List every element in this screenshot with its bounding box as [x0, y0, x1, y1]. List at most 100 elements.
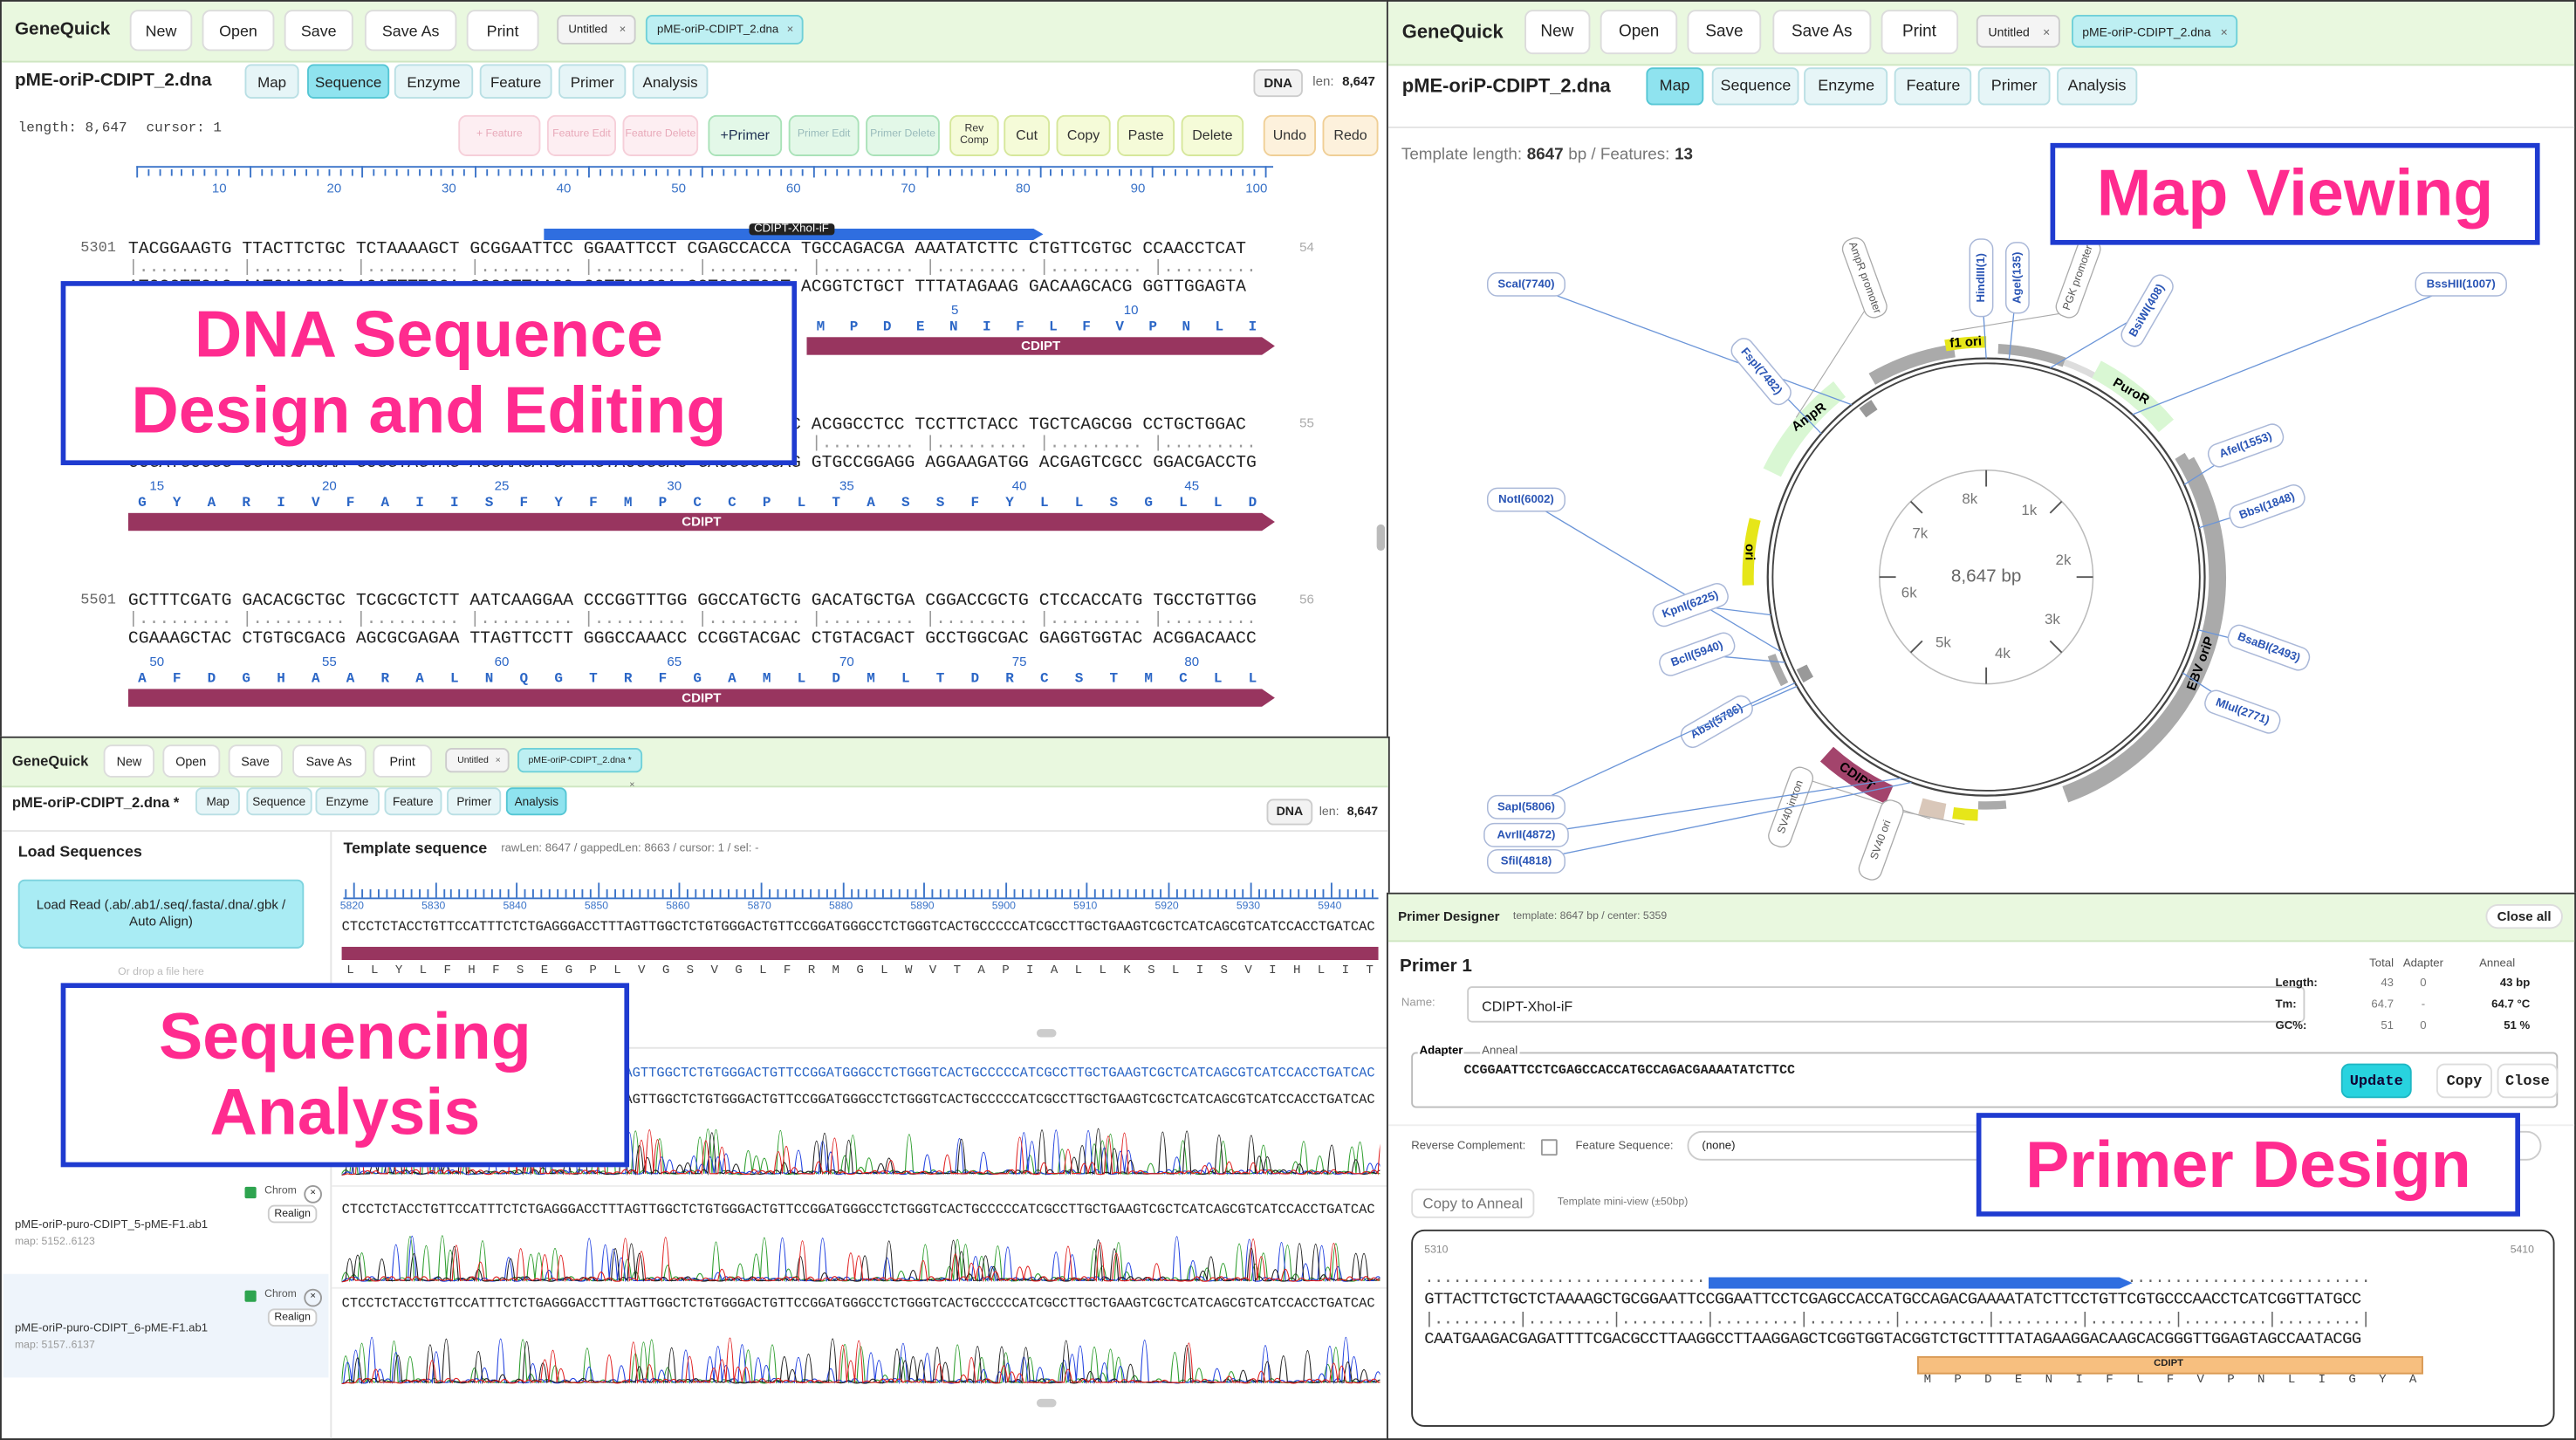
view-button[interactable]: Sequence: [1712, 67, 1799, 105]
read-checkbox[interactable]: [244, 1290, 257, 1302]
action-button[interactable]: Redo: [1322, 114, 1379, 156]
action-button[interactable]: Primer Edit: [788, 114, 860, 156]
remove-read[interactable]: ×: [304, 1185, 322, 1203]
ruler-tick: [483, 889, 485, 898]
feature-label: CDIPT: [682, 514, 722, 530]
toolbar-button[interactable]: Save As: [1772, 10, 1871, 54]
primer-button[interactable]: Update: [2340, 1063, 2412, 1099]
name-label: Name:: [1401, 998, 1435, 1010]
view-button[interactable]: Enzyme: [1804, 67, 1888, 105]
mini-feature-label: CDIPT: [2154, 1359, 2184, 1370]
toolbar-button[interactable]: Print: [373, 744, 432, 778]
file-tab[interactable]: Untitled ×: [1977, 15, 2061, 47]
action-button[interactable]: Undo: [1263, 114, 1317, 156]
mini-end: 5410: [2510, 1244, 2534, 1257]
ruler-tick: [613, 889, 615, 898]
file-tab[interactable]: Untitled ×: [445, 748, 510, 772]
action-button[interactable]: Primer Delete: [866, 114, 940, 156]
action-button[interactable]: Feature Delete: [622, 114, 699, 156]
view-button[interactable]: Analysis: [2057, 67, 2137, 105]
ruler-tick: [960, 169, 962, 176]
toolbar-button[interactable]: New: [129, 10, 193, 51]
toolbar-button[interactable]: Save: [284, 10, 353, 51]
aa-number: 55: [321, 654, 337, 669]
view-button[interactable]: Primer: [558, 64, 627, 99]
action-button[interactable]: Delete: [1181, 114, 1244, 156]
action-button[interactable]: Rev Comp: [949, 114, 999, 156]
ruler-tick: [1143, 889, 1145, 898]
read-checkbox[interactable]: [244, 1186, 257, 1199]
stat-value: 0: [2420, 1020, 2427, 1032]
view-button[interactable]: Enzyme: [315, 787, 380, 816]
view-button[interactable]: Map: [1646, 67, 1704, 105]
view-button[interactable]: Feature: [479, 64, 552, 99]
view-button[interactable]: Sequence: [246, 787, 312, 816]
view-button[interactable]: Feature: [1894, 67, 1972, 105]
view-button[interactable]: Sequence: [307, 64, 390, 99]
toolbar-button[interactable]: Open: [161, 744, 220, 778]
view-button[interactable]: Map: [244, 64, 299, 99]
scale-label: 6k: [1901, 584, 1917, 600]
toolbar-button[interactable]: New: [1524, 10, 1591, 54]
action-button[interactable]: Cut: [1004, 114, 1051, 156]
ruler-tick: [1106, 169, 1109, 176]
ruler-label: 90: [1130, 181, 1146, 196]
top-strand: GCTTTCGATG GACACGCTGC TCGCGCTCTT AATCAAG…: [127, 592, 1257, 612]
toolbar-button[interactable]: Save As: [364, 10, 457, 51]
copy-anneal[interactable]: Copy to Anneal: [1411, 1188, 1535, 1218]
ruler-tick: [426, 889, 428, 898]
action-button[interactable]: + Feature: [458, 114, 541, 156]
revcomp-checkbox[interactable]: [1540, 1139, 1558, 1156]
action-button[interactable]: Copy: [1056, 114, 1111, 156]
enzyme-tag: [2207, 423, 2285, 468]
enzyme-tag: [1486, 849, 1565, 874]
file-tab[interactable]: pME-oriP-CDIPT_2.dna ×: [2071, 15, 2238, 47]
ruler-tick: [1298, 889, 1300, 898]
ruler-tick: [1084, 169, 1086, 176]
caption-box: DNA Sequence Design and Editing: [60, 281, 798, 466]
ruler-tick: [450, 889, 453, 898]
file-tab[interactable]: pME-oriP-CDIPT_2.dna * ×: [517, 748, 643, 791]
name-input[interactable]: CDIPT-XhoI-iF: [1467, 986, 2305, 1023]
view-button[interactable]: Analysis: [632, 64, 709, 99]
toolbar-button[interactable]: Save As: [291, 744, 367, 778]
realign-button[interactable]: Realign: [267, 1204, 318, 1224]
ruler-tick: [633, 169, 634, 176]
ruler-label: 5840: [503, 901, 527, 913]
toolbar-button[interactable]: New: [104, 744, 154, 778]
toolbar-button[interactable]: Save: [1688, 10, 1761, 54]
toolbar-button[interactable]: Open: [202, 10, 275, 51]
ruler-tick: [587, 166, 590, 178]
block-position: 5301: [80, 239, 116, 257]
toolbar-button[interactable]: Print: [466, 10, 539, 51]
ruler-tick: [972, 889, 974, 898]
ruler-tick: [599, 169, 601, 176]
view-button[interactable]: Primer: [447, 787, 502, 816]
ruler-tick: [1102, 889, 1105, 898]
primer-button[interactable]: Close: [2497, 1063, 2559, 1099]
remove-read[interactable]: ×: [304, 1288, 322, 1307]
action-button[interactable]: +Primer: [708, 114, 783, 156]
load-button[interactable]: Load Read (.ab/.ab1/.seq/.fasta/.dna/.gb…: [17, 879, 305, 949]
stat-value: 43: [2381, 977, 2394, 990]
enzyme-leader: [1525, 778, 1901, 836]
primer-button[interactable]: Copy: [2436, 1063, 2492, 1099]
ruler-tick: [294, 169, 296, 176]
file-tab[interactable]: pME-oriP-CDIPT_2.dna ×: [645, 14, 804, 45]
primer-info: template: 8647 bp / center: 5359: [1512, 910, 1668, 922]
view-button[interactable]: Feature: [384, 787, 442, 816]
toolbar-button[interactable]: Open: [1600, 10, 1678, 54]
view-button[interactable]: Primer: [1978, 67, 2051, 105]
ruler-tick: [491, 889, 493, 898]
realign-button[interactable]: Realign: [267, 1308, 318, 1327]
toolbar-button[interactable]: Print: [1881, 10, 1958, 54]
close-all[interactable]: Close all: [2485, 903, 2563, 929]
view-button[interactable]: Enzyme: [394, 64, 474, 99]
toolbar-button[interactable]: Save: [227, 744, 284, 778]
view-button[interactable]: Map: [195, 787, 240, 816]
view-button[interactable]: Analysis: [506, 787, 567, 816]
action-button[interactable]: Paste: [1117, 114, 1175, 156]
promoter-leader: [1790, 773, 1931, 819]
file-tab[interactable]: Untitled ×: [557, 14, 636, 45]
action-button[interactable]: Feature Edit: [546, 114, 616, 156]
